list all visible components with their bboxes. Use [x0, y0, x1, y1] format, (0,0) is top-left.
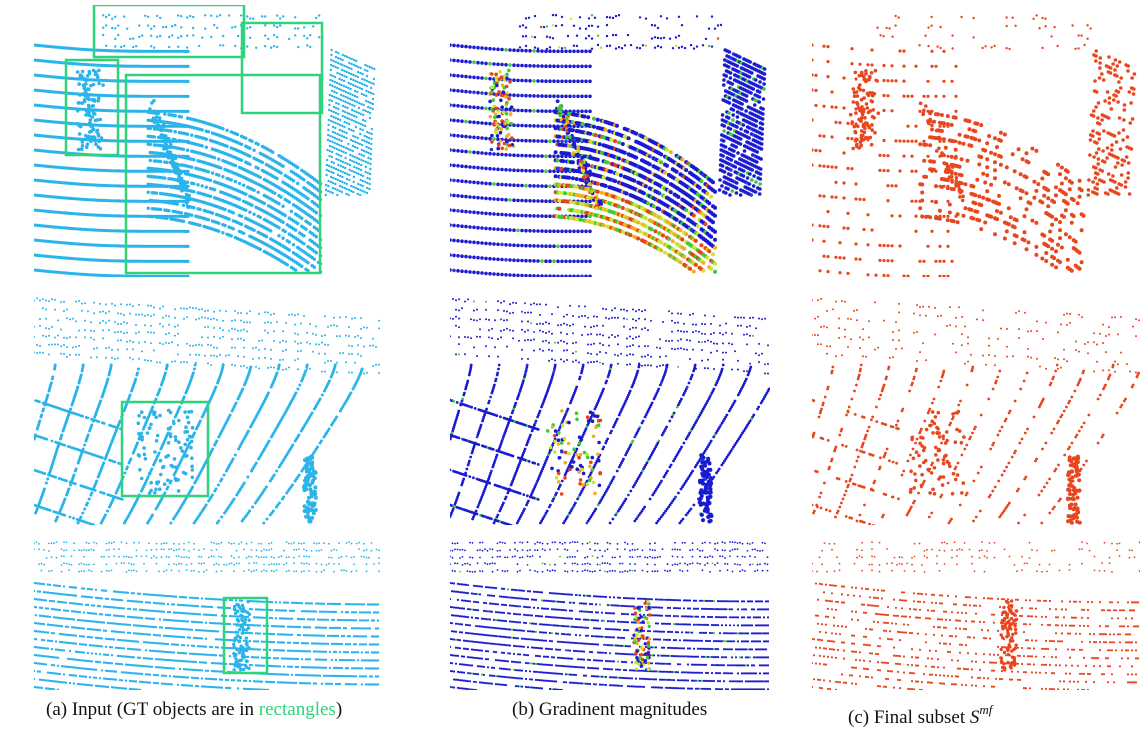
- caption-subset-superscript: mf: [979, 702, 993, 717]
- caption-input-highlight: rectangles: [258, 699, 336, 720]
- pointcloud-row1-subset: [812, 14, 1137, 277]
- pointcloud-row2-gradient: [450, 298, 770, 525]
- caption-input-suffix: ): [335, 699, 343, 720]
- pointcloud-row3-input: [34, 541, 380, 690]
- pointcloud-row2-input: [34, 297, 380, 525]
- panel-row1-input: [34, 5, 380, 277]
- caption-subset-text: (c) Final subset: [848, 707, 970, 728]
- pointcloud-row3-subset: [812, 541, 1140, 690]
- caption-subset: (c) Final subset Smf: [848, 698, 992, 730]
- panel-row3-gradient: [450, 538, 770, 690]
- panel-row3-subset: [812, 538, 1140, 690]
- panel-row1-subset: [812, 5, 1140, 277]
- panel-row1-gradient: [450, 5, 770, 277]
- caption-subset-symbol: S: [969, 707, 980, 728]
- caption-input-prefix: (a) Input (GT objects are in: [46, 699, 259, 720]
- panel-row2-subset: [812, 290, 1140, 525]
- caption-gradient-text: (b) Gradinent magnitudes: [512, 699, 708, 720]
- pointcloud-row3-gradient: [450, 541, 770, 690]
- panel-row2-gradient: [450, 290, 770, 525]
- pointcloud-row1-input: [34, 5, 376, 277]
- caption-gradient: (b) Gradinent magnitudes: [512, 698, 707, 722]
- caption-input: (a) Input (GT objects are in rectangles): [46, 698, 342, 722]
- panel-row2-input: [34, 290, 380, 525]
- panel-row3-input: [34, 538, 380, 690]
- pointcloud-row1-gradient: [450, 13, 767, 277]
- pointcloud-row2-subset: [812, 297, 1140, 525]
